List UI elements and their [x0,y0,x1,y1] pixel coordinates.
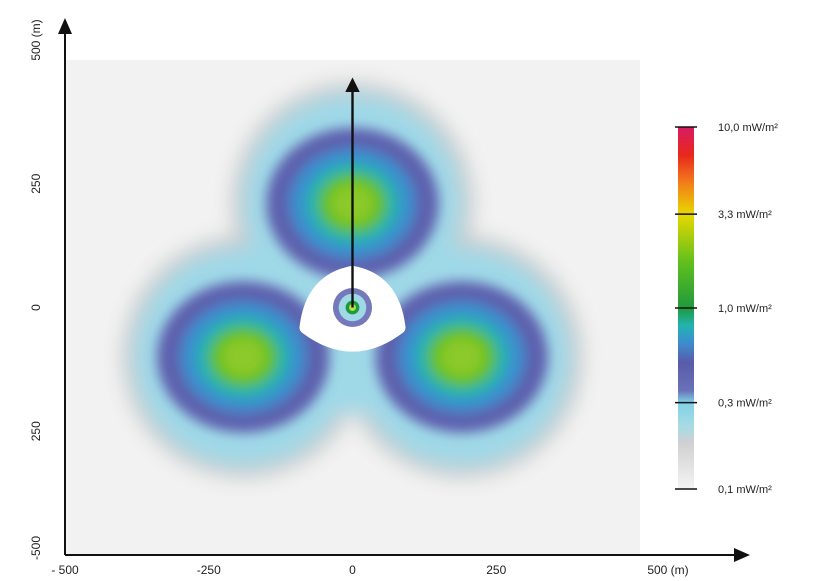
colorbar-label: 0,1 mW/m² [718,484,772,496]
colorbar-label: 0,3 mW/m² [718,398,772,410]
y-tick-label: 250 [29,421,43,441]
y-tick-label: -500 [29,536,43,560]
lobe-1-level-4 [221,337,266,377]
antenna-near-zone [299,265,406,352]
x-tick-label: -250 [197,563,221,577]
field-strength-heatmap [65,60,640,555]
colorbar-label: 10,0 mW/m² [718,122,778,134]
y-tick-label: 250 [29,173,43,193]
y-tick-label: 0 [29,304,43,311]
axes [58,18,750,562]
x-tick-label: 0 [349,563,356,577]
x-tick-label: - 500 [51,563,79,577]
colorbar-label: 1,0 mW/m² [718,303,772,315]
x-tick-labels: - 500 -250 0 250 500 (m) [51,563,688,577]
x-tick-label: 500 (m) [647,563,688,577]
y-tick-labels: 500 (m) 250 0 250 -500 [29,19,43,560]
colorbar-legend: 10,0 mW/m² 3,3 mW/m² 1,0 mW/m² 0,3 mW/m² 0,1… [675,122,778,496]
x-tick-label: 250 [486,563,506,577]
y-axis-arrowhead [58,18,72,34]
y-tick-label: 500 (m) [29,19,43,60]
colorbar-ticks: 10,0 mW/m² 3,3 mW/m² 1,0 mW/m² 0,3 mW/m² 0,1… [675,122,778,496]
lobe-2-level-4 [439,337,484,377]
colorbar-label: 3,3 mW/m² [718,209,772,221]
x-axis-arrowhead [734,548,750,562]
